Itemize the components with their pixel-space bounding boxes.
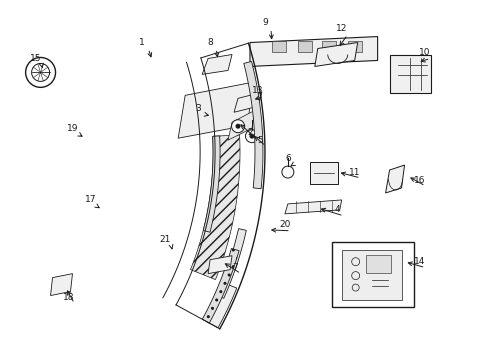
Text: 20: 20 (279, 220, 290, 229)
Polygon shape (206, 283, 236, 328)
Text: 5: 5 (257, 136, 262, 145)
Circle shape (235, 124, 240, 129)
Text: 4: 4 (334, 206, 340, 215)
FancyBboxPatch shape (389, 55, 430, 93)
FancyBboxPatch shape (341, 250, 401, 300)
Text: 21: 21 (159, 235, 171, 244)
Bar (365, 255, 390, 273)
Circle shape (281, 166, 293, 178)
Bar (321, 41, 335, 53)
Text: 17: 17 (84, 195, 96, 204)
Text: 19: 19 (66, 124, 78, 133)
Circle shape (231, 120, 244, 133)
Polygon shape (249, 37, 377, 67)
Text: 18: 18 (62, 293, 74, 302)
Polygon shape (285, 200, 341, 214)
Polygon shape (234, 92, 262, 112)
FancyBboxPatch shape (331, 242, 413, 306)
Polygon shape (178, 82, 251, 138)
Text: 6: 6 (285, 154, 290, 163)
Polygon shape (227, 110, 254, 140)
Polygon shape (244, 62, 263, 189)
Bar (271, 41, 285, 53)
Polygon shape (202, 54, 232, 75)
Polygon shape (190, 135, 240, 280)
Text: 1: 1 (139, 38, 145, 47)
Circle shape (249, 134, 254, 139)
Bar (347, 41, 361, 53)
Text: 8: 8 (207, 38, 213, 47)
Text: 10: 10 (418, 48, 429, 57)
Text: 12: 12 (335, 24, 346, 33)
Polygon shape (385, 165, 404, 193)
Circle shape (245, 130, 258, 143)
Polygon shape (50, 274, 72, 296)
Text: 13: 13 (252, 86, 263, 95)
Text: 16: 16 (413, 176, 425, 185)
Polygon shape (314, 42, 357, 67)
FancyBboxPatch shape (309, 162, 337, 184)
Text: 3: 3 (195, 104, 201, 113)
Text: 9: 9 (262, 18, 267, 27)
Text: 2: 2 (246, 128, 252, 137)
Text: 14: 14 (413, 257, 425, 266)
Text: 11: 11 (348, 167, 360, 176)
Text: 15: 15 (30, 54, 41, 63)
Polygon shape (203, 136, 220, 232)
Text: 7: 7 (232, 263, 238, 272)
Polygon shape (216, 229, 246, 298)
Polygon shape (208, 256, 232, 274)
Bar (297, 41, 311, 53)
Polygon shape (202, 248, 239, 323)
